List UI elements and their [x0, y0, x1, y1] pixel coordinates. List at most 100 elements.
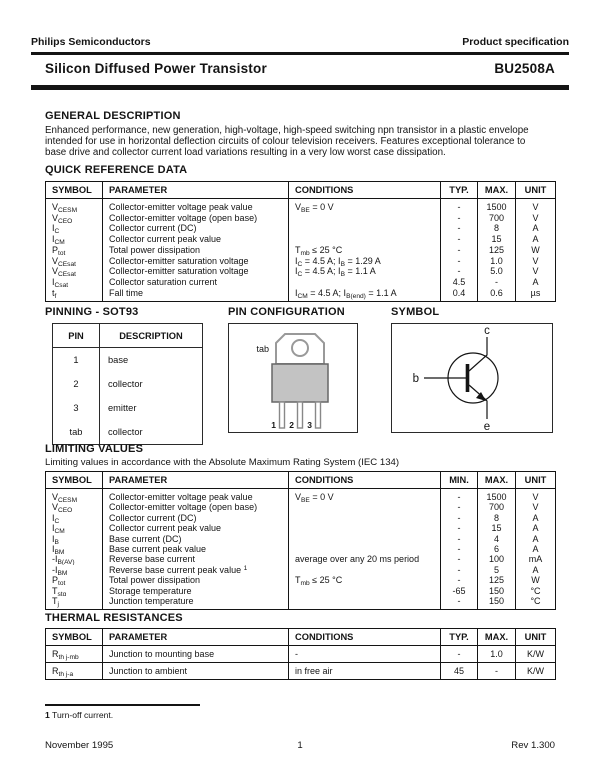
- table-cell: Collector-emitter voltage peak value: [102, 488, 289, 503]
- table-row: tab collector: [52, 420, 203, 445]
- table-cell: 6: [477, 544, 516, 555]
- header-rule-bottom: [31, 85, 569, 90]
- table-row: IC Collector current (DC) -8 A: [45, 223, 556, 235]
- table-cell: 150: [477, 596, 516, 610]
- table-cell: Reverse base current peak value 1: [102, 564, 289, 576]
- table-cell: A: [515, 234, 556, 245]
- table-cell: 100: [477, 554, 516, 565]
- table-row: Rth j-mb Junction to mounting base - -1.0 K/…: [45, 645, 556, 663]
- col-parameter: PARAMETER: [102, 471, 289, 489]
- table-cell: -: [440, 244, 478, 256]
- tab-label: tab: [256, 344, 269, 354]
- table-cell: [288, 223, 441, 235]
- col-unit: UNIT: [515, 628, 556, 646]
- footnote-marker: 1: [45, 710, 50, 720]
- revision-label: Rev 1.300: [511, 740, 555, 751]
- collector-label: c: [484, 325, 490, 337]
- col-pin: PIN: [52, 323, 100, 348]
- table-cell: [288, 544, 441, 555]
- table-cell: [288, 585, 441, 597]
- col-typ: TYP.: [440, 628, 478, 646]
- table-row: Ptot Total power dissipation Tmb ≤ 25 °C -1…: [45, 244, 556, 256]
- table-cell: IC = 4.5 A; IB = 1.1 A: [288, 266, 441, 277]
- symbol-box: c b e: [391, 323, 553, 433]
- table-cell: -: [440, 223, 478, 235]
- table-row: Ptot Total power dissipation Tmb ≤ 25 °C -1…: [45, 575, 556, 586]
- table-cell: K/W: [515, 662, 556, 680]
- table-cell: 1500: [477, 198, 516, 213]
- table-cell: 5.0: [477, 266, 516, 277]
- table-cell: in free air: [288, 662, 441, 680]
- table-cell: base: [108, 355, 129, 365]
- table-cell: emitter: [108, 403, 137, 413]
- table-cell: Collector-emitter saturation voltage: [102, 266, 289, 277]
- pin-label-1: 1: [271, 420, 276, 430]
- table-cell: -: [440, 502, 478, 513]
- table-cell: Collector current peak value: [102, 234, 289, 245]
- table-cell: 4: [477, 533, 516, 545]
- table-cell: A: [515, 564, 556, 576]
- col-symbol: SYMBOL: [45, 181, 103, 199]
- package-tab: [275, 333, 325, 365]
- table-cell: A: [515, 276, 556, 288]
- table-cell: 0.4: [440, 287, 478, 302]
- col-max: MAX.: [477, 628, 516, 646]
- col-unit: UNIT: [515, 181, 556, 199]
- table-cell: Base current (DC): [102, 533, 289, 545]
- limiting-values-subtitle: Limiting values in accordance with the A…: [45, 457, 400, 468]
- col-min: MIN.: [440, 471, 478, 489]
- table-cell: -: [440, 575, 478, 586]
- package-body: [271, 363, 329, 403]
- table-cell: Ptot: [45, 244, 103, 256]
- table-cell: [288, 564, 441, 576]
- table-cell: IC: [45, 223, 103, 235]
- table-row: VCEsat Collector-emitter saturation volta…: [45, 255, 556, 267]
- table-cell: V: [515, 502, 556, 513]
- table-cell: VCESM: [45, 198, 103, 213]
- table-cell: Collector current (DC): [102, 512, 289, 524]
- footnote-text: Turn-off current.: [52, 710, 114, 720]
- table-cell: ICsat: [45, 276, 103, 288]
- table-cell: K/W: [515, 645, 556, 663]
- table-cell: [288, 502, 441, 513]
- table-cell: mA: [515, 554, 556, 565]
- table-cell: Fall time: [102, 287, 289, 302]
- table-row: ICM Collector current peak value -15 A: [45, 523, 556, 534]
- table-cell: -: [440, 488, 478, 503]
- col-conditions: CONDITIONS: [288, 471, 441, 489]
- table-cell: collector: [108, 379, 143, 389]
- table-cell: µs: [515, 287, 556, 302]
- table-cell: 3: [52, 396, 100, 420]
- table-cell: IC = 4.5 A; IB = 1.29 A: [288, 255, 441, 267]
- table-row: 2 collector: [52, 372, 203, 396]
- table-cell: 45: [440, 662, 478, 680]
- page-number: 1: [297, 740, 303, 751]
- table-cell: -: [288, 645, 441, 663]
- table-cell: Total power dissipation: [102, 575, 289, 586]
- col-parameter: PARAMETER: [102, 181, 289, 199]
- table-cell: V: [515, 212, 556, 224]
- table-row: VCEO Collector-emitter voltage (open base…: [45, 212, 556, 224]
- thermal-resistances-table: SYMBOL PARAMETER CONDITIONS TYP. MAX. UN…: [45, 628, 556, 680]
- table-cell: A: [515, 523, 556, 534]
- table-cell: VBE = 0 V: [288, 198, 441, 213]
- table-cell: [288, 533, 441, 545]
- col-description: DESCRIPTION: [99, 323, 203, 348]
- table-cell: W: [515, 575, 556, 586]
- pin-label-3: 3: [307, 420, 312, 430]
- table-row: ICsat Collector saturation current 4.5- A: [45, 276, 556, 288]
- table-row: 1 base: [52, 347, 203, 372]
- table-cell: VCEO: [45, 212, 103, 224]
- table-cell: [288, 596, 441, 610]
- table-row: VCESM Collector-emitter voltage peak valu…: [45, 488, 556, 503]
- table-cell: [288, 212, 441, 224]
- table-cell: 1.0: [477, 645, 516, 663]
- table-cell: °C: [515, 585, 556, 597]
- table-row: -IB(AV) Reverse base current average over …: [45, 554, 556, 565]
- emitter-label: e: [484, 421, 490, 432]
- table-cell: -: [440, 554, 478, 565]
- table-cell: VCEsat: [45, 266, 103, 277]
- table-row: Tstg Storage temperature -65 150 °C: [45, 585, 556, 597]
- table-cell: V: [515, 255, 556, 267]
